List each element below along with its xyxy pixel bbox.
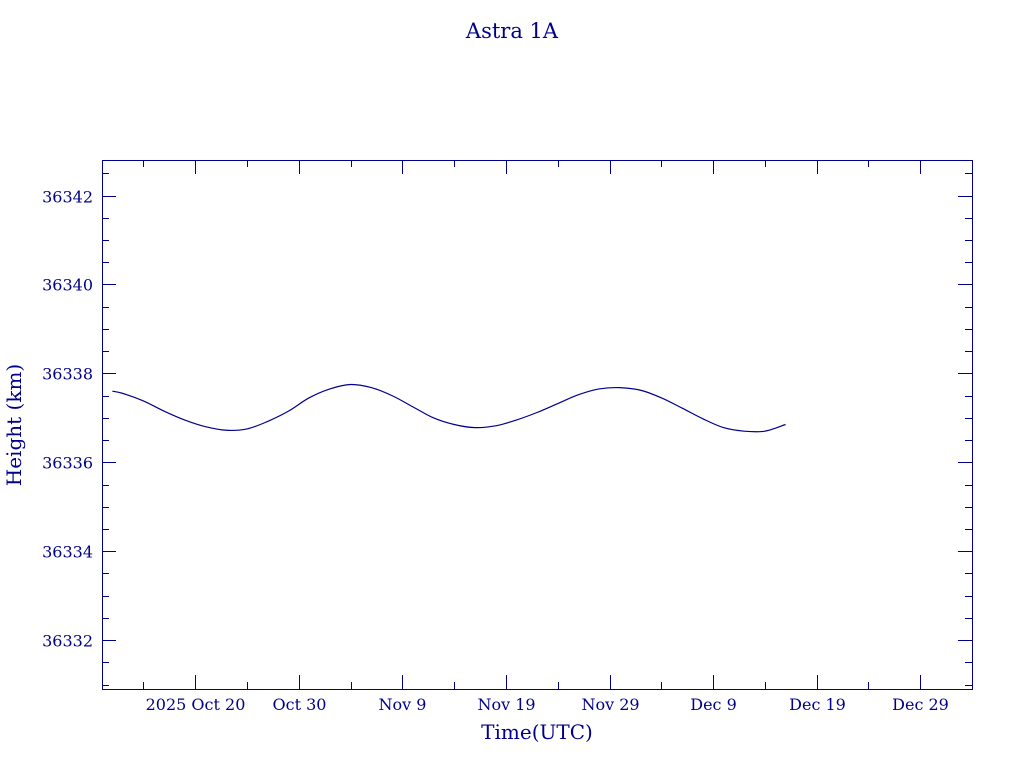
y-tick-label: 36342 [42, 188, 93, 207]
x-tick-label: Dec 19 [789, 695, 846, 714]
series-line-height [112, 383, 786, 433]
chart-title: Astra 1A [465, 19, 559, 43]
x-tick-label: Dec 29 [892, 695, 949, 714]
x-tick-label: Nov 19 [477, 695, 535, 714]
y-tick-label: 36338 [42, 365, 93, 384]
x-tick-label: Nov 9 [379, 695, 427, 714]
x-axis-tick-labels: 2025 Oct 20 Oct 30 Nov 9 Nov 19 Nov 29 Dec 9 D… [146, 695, 949, 714]
y-tick-label: 36336 [42, 454, 93, 473]
x-tick-label: Nov 29 [581, 695, 639, 714]
series-layer [112, 383, 786, 433]
y-tick-label: 36340 [42, 276, 93, 295]
x-tick-label: Dec 9 [690, 695, 737, 714]
plot-frame [102, 160, 973, 690]
x-tick-label: 2025 Oct 20 [146, 695, 246, 714]
axis-ticks [102, 160, 972, 689]
y-axis-tick-labels: 36332 36334 36336 36338 36340 36342 [42, 188, 93, 651]
y-tick-label: 36334 [42, 543, 93, 562]
x-tick-label: Oct 30 [273, 695, 327, 714]
y-tick-label: 36332 [42, 632, 93, 651]
x-axis-label: Time(UTC) [481, 720, 593, 744]
y-axis-label: Height (km) [2, 364, 26, 486]
